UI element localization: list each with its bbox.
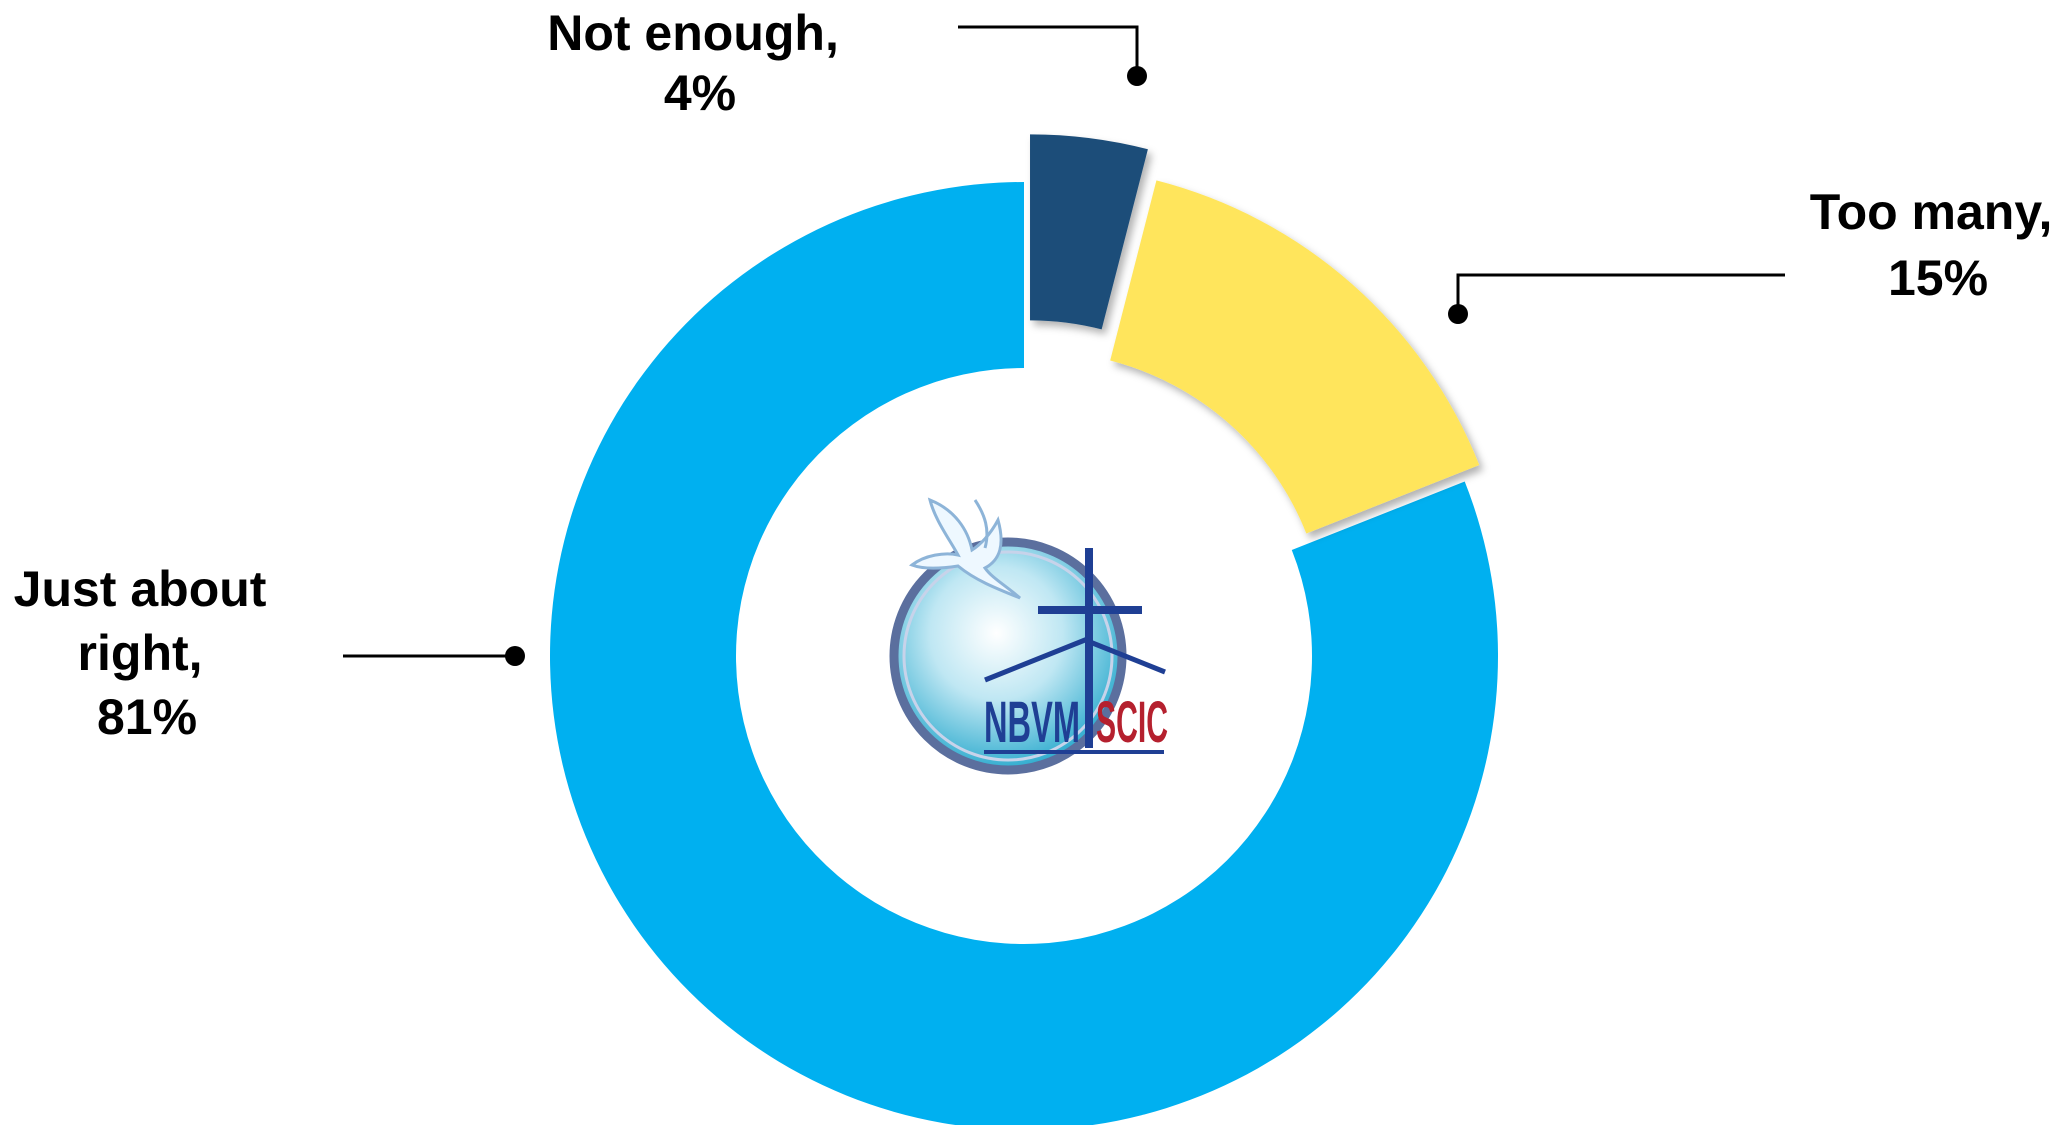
dove-icon [908, 497, 1021, 600]
center-logo: NBVM SCIC [889, 497, 1168, 775]
logo-roof [984, 637, 1166, 683]
logo-nbvm-text: NBVM [984, 690, 1080, 755]
leader-dot-not-enough [1127, 66, 1147, 86]
leader-dot-just-about-right [505, 646, 525, 666]
label-line: 15% [1888, 250, 1988, 306]
slice-not-enough [1030, 134, 1148, 330]
label-line: Not enough, [547, 5, 839, 61]
leader-line-not-enough [958, 25, 1139, 74]
cross-vertical [1085, 548, 1093, 748]
slice-label-not-enough: Not enough, 4% [547, 5, 1147, 121]
leader-line-too-many [1456, 273, 1785, 312]
label-line: 81% [97, 689, 197, 745]
label-line: Just about [14, 561, 267, 617]
slice-just-about-right [549, 182, 1498, 1125]
label-line: 4% [664, 65, 736, 121]
donut-slices [549, 134, 1498, 1125]
label-line: Too many, [1810, 184, 2053, 240]
logo-inner-ring [902, 550, 1114, 762]
logo-baseline [984, 750, 1164, 754]
slice-label-just-about-right: Just about right, 81% [14, 561, 525, 745]
slice-label-too-many: Too many, 15% [1448, 184, 2067, 324]
svg-text:Not enough, 4%: Not enough, 4% [547, 5, 853, 121]
leader-dot-too-many [1448, 304, 1468, 324]
slice-too-many [1110, 180, 1480, 534]
label-line: right, [78, 625, 203, 681]
svg-text:Just about right,: Just about right, 81% [14, 561, 281, 745]
cross-horizontal [1038, 606, 1142, 614]
logo-scic-text: SCIC [1096, 690, 1168, 755]
svg-text:Too many, 15%: Too many, 15% [1810, 184, 2067, 306]
